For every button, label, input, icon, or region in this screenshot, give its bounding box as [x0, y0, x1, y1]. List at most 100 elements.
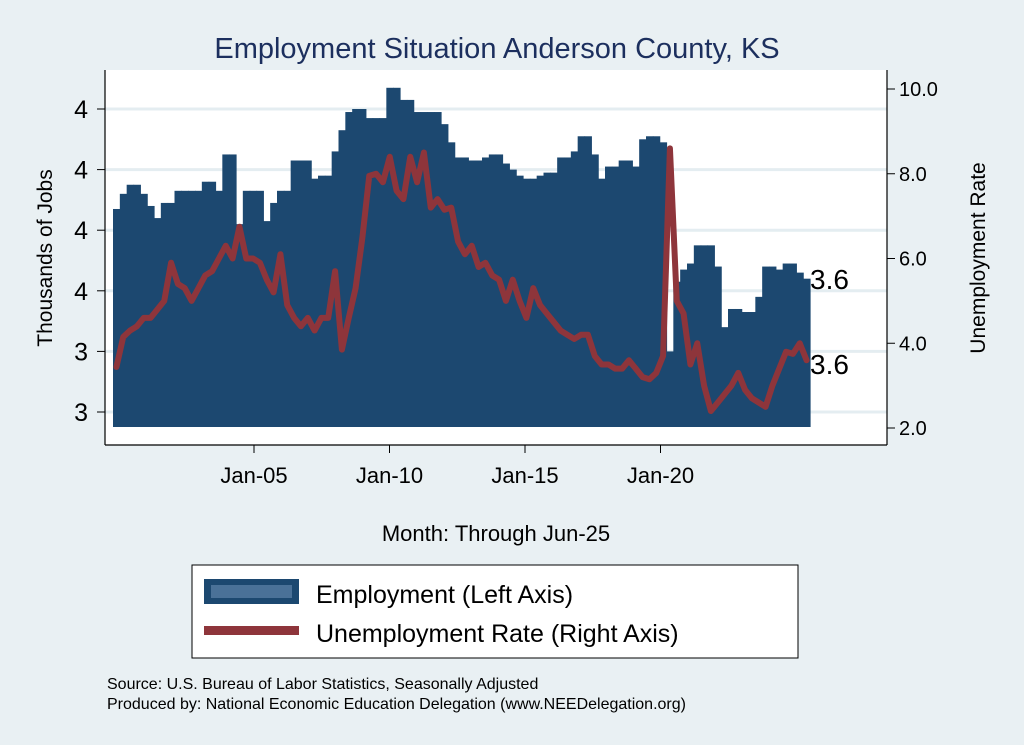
employment-end-label: 3.6: [810, 264, 849, 295]
employment-bar: [277, 190, 285, 427]
employment-bar: [495, 154, 504, 427]
employment-bar: [420, 112, 428, 427]
employment-bar: [447, 142, 456, 427]
employment-bar: [413, 112, 422, 427]
employment-bar: [748, 312, 756, 427]
employment-bar: [741, 312, 750, 427]
x-tick-label: Jan-20: [627, 463, 694, 488]
employment-bar: [611, 166, 620, 427]
employment-bar: [195, 190, 203, 427]
employment-bar: [154, 218, 162, 427]
employment-bar: [406, 99, 415, 427]
employment-bar: [372, 118, 381, 427]
employment-bar: [673, 281, 681, 427]
legend: Employment (Left Axis) Unemployment Rate…: [191, 564, 799, 659]
employment-bar: [256, 190, 264, 427]
legend-unemployment-swatch: [204, 626, 299, 635]
left-tick-label: 3: [74, 338, 88, 366]
employment-bar: [468, 160, 476, 427]
employment-bar: [359, 109, 367, 427]
employment-bar: [666, 351, 674, 427]
employment-bar: [693, 245, 702, 427]
employment-bar: [577, 136, 586, 427]
employment-bar: [441, 124, 449, 428]
producer-note: Produced by: National Economic Education…: [107, 696, 686, 713]
legend-unemployment-label: Unemployment Rate (Right Axis): [316, 620, 679, 648]
employment-bar: [803, 278, 811, 427]
left-tick-label: 4: [74, 278, 88, 306]
employment-bar: [488, 154, 497, 427]
employment-bar: [236, 224, 244, 427]
employment-bar: [523, 178, 531, 427]
employment-bar: [789, 263, 797, 427]
employment-bar: [434, 112, 442, 427]
left-tick-label: 4: [74, 157, 88, 185]
employment-bar: [652, 136, 661, 427]
employment-bar: [290, 160, 299, 427]
employment-bar: [721, 327, 729, 427]
employment-bar: [557, 157, 565, 428]
employment-bar: [304, 160, 312, 427]
employment-bar: [475, 160, 483, 427]
employment-bar: [126, 184, 135, 427]
x-axis-title: Month: Through Jun-25: [382, 521, 610, 546]
x-tick-label: Jan-15: [491, 463, 558, 488]
employment-bar: [775, 269, 784, 427]
employment-bar: [646, 136, 654, 427]
employment-bar: [707, 245, 715, 427]
left-tick-label: 3: [74, 399, 88, 427]
employment-bar: [427, 112, 435, 427]
employment-bar: [454, 157, 463, 428]
employment-bar: [140, 193, 148, 427]
employment-bar: [133, 184, 141, 427]
employment-bar: [181, 190, 189, 427]
employment-bar: [564, 157, 572, 428]
employment-bar: [311, 178, 319, 427]
chart-title: Employment Situation Anderson County, KS: [214, 33, 779, 65]
employment-bar: [113, 208, 121, 427]
employment-bar: [174, 190, 182, 427]
right-axis-ticks: 2.0 4.0 6.0 8.0 10.0: [887, 79, 938, 440]
employment-bar: [605, 166, 613, 427]
employment-bar: [249, 190, 258, 427]
right-tick-label: 8.0: [899, 164, 927, 186]
employment-bar: [263, 221, 271, 427]
right-tick-label: 10.0: [899, 79, 938, 101]
left-axis-ticks: 3 3 4 4 4 4: [74, 96, 105, 427]
employment-bar: [591, 154, 599, 427]
left-axis-title: Thousands of Jobs: [34, 169, 57, 346]
employment-bar: [625, 160, 633, 427]
employment-bar: [762, 266, 770, 427]
employment-bar: [543, 172, 551, 427]
employment-bar: [482, 157, 490, 428]
employment-bar: [618, 160, 627, 427]
employment-bar: [639, 139, 647, 428]
unemployment-line: [113, 145, 810, 415]
employment-bar: [160, 202, 169, 427]
employment-bar: [229, 154, 237, 427]
employment-bar: [700, 245, 709, 427]
employment-bar: [734, 308, 743, 427]
employment-bar: [208, 181, 217, 427]
employment-bar: [379, 118, 387, 427]
employment-bar: [270, 202, 278, 427]
source-note: Source: U.S. Bureau of Labor Statistics,…: [107, 676, 538, 693]
employment-bar: [755, 296, 763, 427]
right-tick-label: 6.0: [899, 249, 927, 271]
employment-bar: [188, 190, 196, 427]
employment-bar: [242, 190, 251, 427]
x-axis-ticks: Jan-05 Jan-10 Jan-15 Jan-20: [220, 445, 694, 488]
employment-bar: [318, 175, 326, 427]
employment-bar: [728, 308, 736, 427]
employment-bar: [632, 166, 640, 427]
x-tick-label: Jan-10: [356, 463, 423, 488]
employment-bar: [714, 266, 722, 427]
employment-bar: [215, 190, 223, 427]
employment-bar: [769, 266, 777, 427]
left-tick-label: 4: [74, 217, 88, 245]
employment-bar: [345, 112, 353, 427]
x-tick-label: Jan-05: [220, 463, 287, 488]
employment-bar: [529, 178, 538, 427]
employment-bar: [400, 99, 408, 427]
